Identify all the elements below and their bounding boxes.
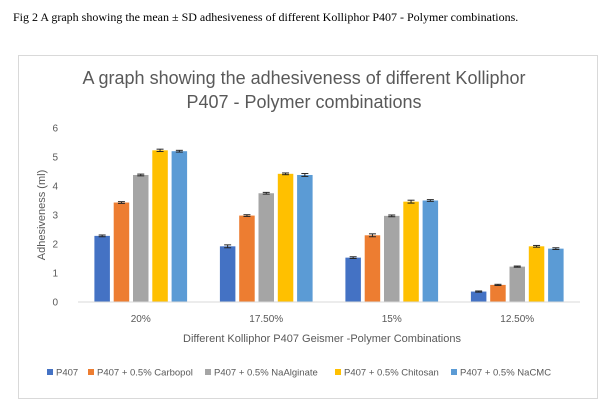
y-tick-label: 0 bbox=[52, 298, 58, 309]
bar bbox=[345, 257, 361, 302]
bar bbox=[548, 248, 564, 302]
bar bbox=[277, 173, 294, 302]
legend-label: P407 + 0.5% Carbopol bbox=[97, 368, 193, 379]
legend-label: P407 + 0.5% NaAlginate bbox=[214, 368, 318, 379]
bar bbox=[133, 174, 149, 302]
legend-swatch bbox=[88, 369, 94, 375]
x-category-label: 20% bbox=[131, 314, 151, 325]
bar bbox=[470, 291, 487, 302]
bar bbox=[113, 202, 130, 302]
legend-swatch bbox=[205, 369, 211, 375]
bar bbox=[384, 215, 400, 302]
legend-label: P407 bbox=[56, 368, 78, 379]
bar bbox=[239, 215, 255, 302]
bar bbox=[258, 193, 274, 302]
bar bbox=[528, 246, 545, 302]
y-tick-label: 4 bbox=[52, 182, 58, 193]
legend-swatch bbox=[335, 369, 341, 375]
figure-caption: Fig 2 A graph showing the mean ± SD adhe… bbox=[13, 10, 519, 24]
bar bbox=[490, 284, 506, 302]
y-tick-label: 6 bbox=[52, 124, 58, 135]
y-tick-label: 2 bbox=[52, 240, 58, 251]
legend-swatch bbox=[451, 369, 457, 375]
x-category-label: 15% bbox=[382, 314, 402, 325]
bar bbox=[509, 266, 525, 302]
y-axis-title: Adhesiveness (ml) bbox=[36, 170, 48, 260]
y-tick-label: 3 bbox=[52, 211, 58, 222]
x-axis-title: Different Kolliphor P407 Geismer -Polyme… bbox=[183, 333, 461, 345]
chart-title-line-1: A graph showing the adhesiveness of diff… bbox=[83, 68, 526, 88]
legend-label: P407 + 0.5% NaCMC bbox=[460, 368, 551, 379]
bar bbox=[297, 174, 313, 302]
chart-title-line-2: P407 - Polymer combinations bbox=[186, 92, 421, 112]
legend-label: P407 + 0.5% Chitosan bbox=[344, 368, 439, 379]
bar bbox=[171, 151, 188, 302]
bar bbox=[152, 150, 168, 302]
bar bbox=[403, 201, 419, 302]
bar bbox=[219, 246, 236, 302]
bar bbox=[364, 235, 381, 302]
bar bbox=[422, 200, 439, 302]
x-category-label: 12.50% bbox=[500, 314, 534, 325]
y-tick-label: 1 bbox=[52, 269, 58, 280]
y-tick-label: 5 bbox=[52, 153, 58, 164]
x-category-label: 17.50% bbox=[249, 314, 283, 325]
bar bbox=[94, 235, 110, 302]
legend-swatch bbox=[47, 369, 53, 375]
